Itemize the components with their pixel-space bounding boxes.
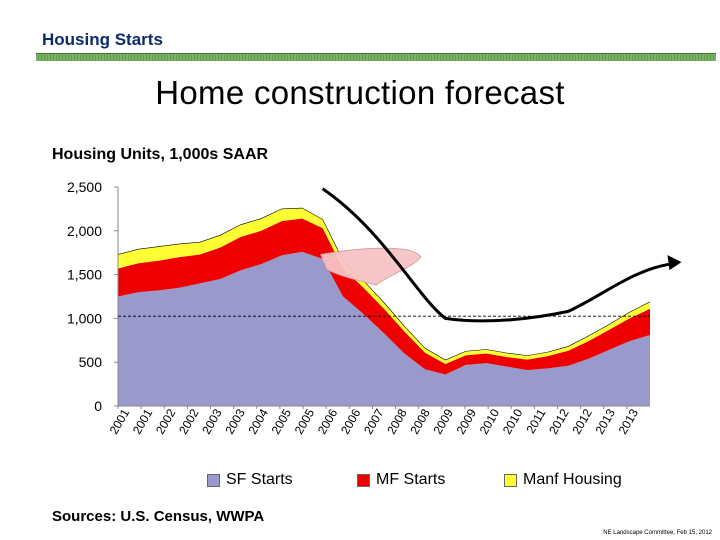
x-tick-label: 2012 bbox=[546, 406, 572, 436]
header-divider bbox=[36, 53, 716, 61]
legend-label-manf: Manf Housing bbox=[523, 471, 622, 488]
x-tick-label: 2010 bbox=[477, 406, 503, 436]
legend-swatch-mf bbox=[357, 473, 370, 487]
x-tick-label: 2012 bbox=[569, 406, 595, 436]
x-tick-label: 2008 bbox=[384, 406, 410, 436]
housing-starts-chart: 05001,0001,5002,0002,5002001200120022002… bbox=[67, 179, 682, 437]
area-mf-starts bbox=[118, 218, 650, 375]
arrowhead-icon bbox=[667, 255, 682, 271]
legend-swatch-manf bbox=[504, 473, 517, 487]
slide-header-title: Housing Starts bbox=[42, 30, 163, 49]
legend-label-sf: SF Starts bbox=[226, 471, 293, 488]
y-tick-label: 0 bbox=[94, 398, 102, 414]
legend-swatch-sf bbox=[207, 473, 220, 487]
x-tick-label: 2001 bbox=[107, 406, 133, 436]
legend-item-mf: MF Starts bbox=[357, 471, 445, 489]
x-tick-label: 2005 bbox=[269, 406, 295, 436]
sources-note: Sources: U.S. Census, WWPA bbox=[52, 508, 265, 525]
x-tick-label: 2013 bbox=[616, 406, 642, 436]
x-tick-label: 2001 bbox=[130, 406, 156, 436]
legend-label-mf: MF Starts bbox=[376, 471, 446, 488]
y-tick-label: 500 bbox=[79, 354, 103, 370]
y-axis-units-label: Housing Units, 1,000s SAAR bbox=[52, 146, 269, 163]
y-tick-label: 2,000 bbox=[67, 223, 102, 239]
x-tick-label: 2009 bbox=[431, 406, 457, 436]
x-tick-label: 2002 bbox=[176, 406, 202, 436]
area-top-outline bbox=[117, 207, 651, 361]
area-sf-starts bbox=[118, 251, 650, 406]
forecast-trend-arrow bbox=[321, 187, 671, 323]
y-tick-label: 1,000 bbox=[67, 310, 102, 326]
x-tick-label: 2002 bbox=[153, 406, 179, 436]
x-tick-label: 2004 bbox=[245, 406, 271, 436]
legend-item-sf: SF Starts bbox=[207, 471, 293, 489]
x-tick-label: 2011 bbox=[523, 406, 548, 436]
y-tick-label: 1,500 bbox=[67, 267, 102, 283]
x-tick-label: 2008 bbox=[407, 406, 433, 436]
x-tick-label: 2010 bbox=[500, 406, 526, 436]
chart-legend: SF Starts MF Starts Manf Housing bbox=[0, 471, 720, 493]
footnote: NE Landscape Committee, Feb 15, 2012 bbox=[603, 530, 712, 536]
x-tick-label: 2005 bbox=[292, 406, 318, 436]
x-tick-label: 2003 bbox=[199, 406, 225, 436]
highlight-shape bbox=[320, 247, 422, 286]
x-tick-label: 2006 bbox=[315, 406, 341, 436]
x-tick-label: 2007 bbox=[361, 406, 387, 436]
legend-item-manf: Manf Housing bbox=[504, 471, 622, 489]
x-tick-label: 2006 bbox=[338, 406, 364, 436]
slide-title: Home construction forecast bbox=[155, 74, 565, 111]
x-tick-label: 2013 bbox=[592, 406, 618, 436]
x-tick-label: 2003 bbox=[222, 406, 248, 436]
x-tick-label: 2009 bbox=[454, 406, 480, 436]
y-tick-label: 2,500 bbox=[67, 179, 102, 195]
